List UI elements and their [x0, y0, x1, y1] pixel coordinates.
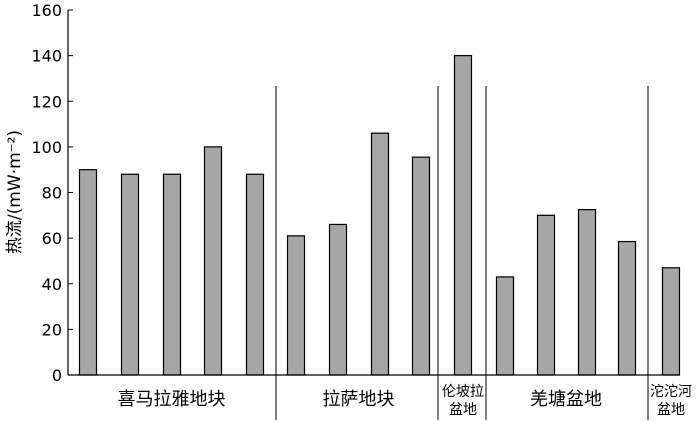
bar-1	[78, 169, 98, 376]
y-axis-label: 热流/(mW·m⁻²)	[5, 130, 25, 254]
bar-5	[245, 173, 265, 376]
bar-11	[495, 276, 515, 376]
bar-8	[370, 132, 390, 376]
y-tick-label-80: 80	[42, 184, 62, 203]
bars-layer	[78, 55, 681, 376]
group-label-2: 拉萨地块	[323, 389, 395, 410]
bar-6	[286, 235, 306, 376]
group-label-3-line-2: 盆地	[449, 402, 477, 418]
y-tick-label-100: 100	[31, 138, 62, 157]
bar-2	[120, 173, 140, 376]
bar-3	[162, 173, 182, 376]
group-label-4: 羌塘盆地	[530, 389, 602, 410]
y-tick-label-0: 0	[52, 366, 62, 385]
bar-13	[577, 209, 597, 376]
bar-15	[661, 267, 681, 376]
bar-9	[411, 156, 431, 376]
bar-7	[328, 223, 348, 376]
group-label-1: 喜马拉雅地块	[118, 389, 226, 410]
group-label-5-line-1: 沱沱河	[650, 383, 692, 400]
group-label-5-line-2: 盆地	[657, 402, 685, 418]
bar-12	[536, 214, 556, 376]
y-tick-label-160: 160	[31, 1, 62, 20]
y-tick-label-120: 120	[31, 92, 62, 111]
y-ticks-layer: 0 20 40 60 80 100 120 140 160	[31, 1, 73, 385]
group-separators	[275, 86, 649, 420]
bar-14	[617, 240, 637, 376]
y-tick-label-60: 60	[42, 229, 62, 248]
group-label-3-line-1: 伦坡拉	[442, 384, 484, 400]
y-tick-label-20: 20	[42, 320, 62, 339]
bar-10	[453, 55, 473, 376]
y-tick-label-140: 140	[31, 47, 62, 66]
y-tick-label-40: 40	[42, 275, 62, 294]
bar-4	[203, 146, 223, 376]
